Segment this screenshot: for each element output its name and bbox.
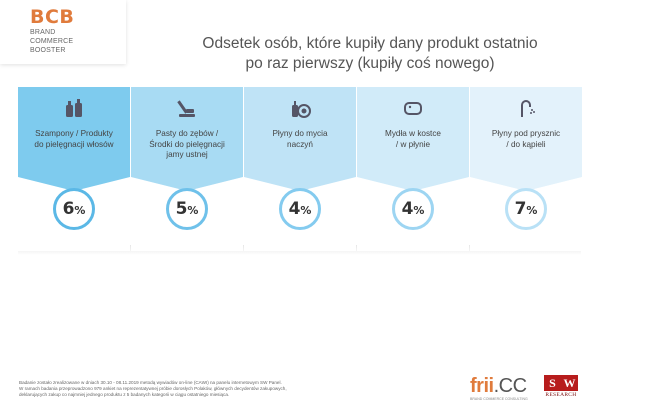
logo-main-text: BCB: [30, 6, 75, 28]
value-unit: %: [187, 204, 199, 217]
soap-bar-icon: [402, 97, 424, 119]
category-card: Płyny do mycia naczyń 4%: [244, 87, 356, 251]
card-chevron: [470, 169, 582, 191]
value-ring: [279, 188, 321, 230]
value-label: 4%: [391, 199, 435, 219]
frii-main: frii: [470, 375, 494, 397]
value-unit: %: [74, 204, 86, 217]
category-label: Szampony / Produkty do pielęgnacji włosów: [20, 129, 128, 150]
frii-tagline: BRAND COMMERCE CONSULTING: [470, 397, 528, 401]
value-unit: %: [413, 204, 425, 217]
value-ring: [166, 188, 208, 230]
category-card: Szampony / Produkty do pielęgnacji włosów…: [18, 87, 130, 251]
logo-line-2: COMMERCE: [30, 38, 74, 45]
card-chevron: [244, 169, 356, 191]
value-ring: [505, 188, 547, 230]
value-number: 6: [62, 199, 75, 219]
sw-research-text: RESEARCH: [545, 392, 577, 398]
value-label: 7%: [504, 199, 548, 219]
value-label: 4%: [278, 199, 322, 219]
sw-research-logo: S W RESEARCH: [542, 375, 580, 401]
footnote-line-2: W ramach badania przeprowadzono 979 anki…: [19, 386, 287, 391]
category-label: Płyny do mycia naczyń: [246, 129, 354, 150]
chart-title: Odsetek osób, które kupiły dany produkt …: [150, 34, 590, 74]
chart-title-line-2: po raz pierwszy (kupiły coś nowego): [245, 55, 495, 72]
shampoo-bottles-icon: [63, 97, 85, 119]
category-label: Mydła w kostce / w płynie: [359, 129, 467, 150]
category-card: Mydła w kostce / w płynie 4%: [357, 87, 469, 251]
category-cards: Szampony / Produkty do pielęgnacji włosów…: [18, 87, 582, 251]
frii-cc: .CC: [493, 375, 527, 397]
footnote-line-1: Badanie zostało zrealizowane w dniach 30…: [19, 380, 282, 385]
category-label-line: / w płynie: [395, 139, 431, 149]
value-number: 4: [288, 199, 301, 219]
category-label: Płyny pod prysznic / do kąpieli: [472, 129, 580, 150]
value-ring: [392, 188, 434, 230]
category-card: Płyny pod prysznic / do kąpieli 7%: [470, 87, 582, 251]
category-label-line: Mydła w kostce: [385, 129, 441, 138]
category-label-line: Płyny do mycia: [272, 129, 328, 138]
category-label-line: / do kąpieli: [506, 139, 546, 149]
category-label-line: Płyny pod prysznic: [491, 129, 561, 138]
logo-line-3: BOOSTER: [30, 47, 66, 54]
category-card: Pasty do zębów / Środki do pielęgnacji jam…: [131, 87, 243, 251]
methodology-footnote: Badanie zostało zrealizowane w dniach 30…: [19, 380, 369, 398]
category-label-line: jamy ustnej: [166, 150, 208, 159]
value-unit: %: [526, 204, 538, 217]
card-chevron: [131, 169, 243, 191]
value-number: 5: [175, 199, 188, 219]
shower-icon: [515, 97, 537, 119]
category-label-line: Szampony / Produkty: [35, 129, 113, 138]
category-label-line: do pielęgnacji włosów: [34, 139, 114, 149]
card-chevron: [18, 169, 130, 191]
value-number: 7: [514, 199, 527, 219]
sw-letter-w: W: [561, 375, 578, 391]
logo-line-1: BRAND: [30, 29, 56, 36]
chart-title-line-1: Odsetek osób, które kupiły dany produkt …: [202, 35, 538, 52]
frii-logo: frii.CC: [470, 375, 527, 398]
toothbrush-icon: [176, 97, 198, 119]
bcb-logo: BCB BRAND COMMERCE BOOSTER: [0, 0, 126, 64]
category-label-line: Pasty do zębów /: [155, 129, 219, 138]
value-ring: [53, 188, 95, 230]
value-unit: %: [300, 204, 312, 217]
card-header: [131, 87, 243, 177]
category-label-line: naczyń: [287, 139, 313, 149]
category-label: Pasty do zębów / Środki do pielęgnacji jam…: [133, 129, 241, 161]
value-label: 6%: [52, 199, 96, 219]
footnote-line-3: deklarujących zakup co najmniej jednego …: [19, 392, 230, 397]
card-header: [244, 87, 356, 177]
value-label: 5%: [165, 199, 209, 219]
category-label-line: Środki do pielęgnacji: [149, 139, 225, 149]
dish-soap-icon: [289, 97, 311, 119]
card-header: [18, 87, 130, 177]
card-chevron: [357, 169, 469, 191]
sw-letter-s: S: [544, 375, 561, 391]
value-number: 4: [401, 199, 414, 219]
